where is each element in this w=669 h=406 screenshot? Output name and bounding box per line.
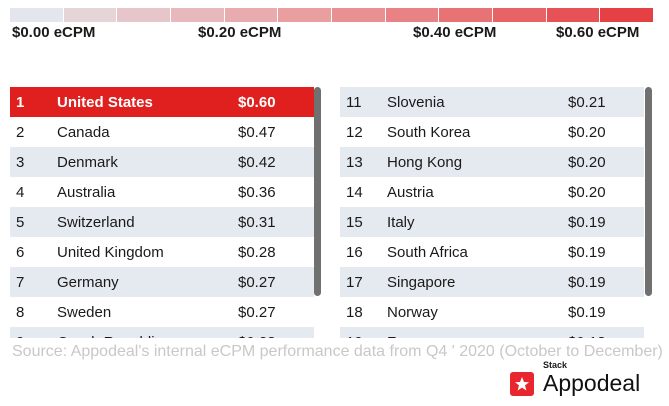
scale-tick-label: $0.40 eCPM [413, 24, 497, 41]
rank-cell: 6 [16, 243, 25, 261]
country-cell: United Kingdom [57, 243, 164, 261]
ecpm-cell: $0.19 [568, 243, 606, 261]
scale-segment [600, 8, 654, 22]
rank-cell: 3 [16, 153, 25, 171]
rank-cell: 15 [346, 213, 363, 231]
scale-segment [332, 8, 385, 22]
logo-name-text: Appodeal [543, 370, 641, 396]
table-row: 18 Norway $0.19 [340, 297, 644, 327]
scrollbar-thumb-right[interactable] [645, 87, 652, 296]
ecpm-cell: $0.23 [238, 334, 314, 339]
scale-segment [546, 8, 600, 22]
country-cell: Slovenia [387, 93, 445, 111]
ecpm-cell: $0.47 [238, 123, 276, 141]
rank-cell: 4 [16, 183, 25, 201]
rank-cell: 18 [346, 303, 363, 321]
country-cell: Denmark [57, 153, 118, 171]
appodeal-logo: Stack Appodeal [510, 360, 662, 400]
ecpm-cell: $0.60 [238, 93, 276, 111]
scale-segment [10, 8, 63, 22]
scale-segment [439, 8, 493, 22]
rank-cell: 2 [16, 123, 25, 141]
country-cell: France [387, 334, 568, 339]
ecpm-cell: $0.20 [568, 183, 606, 201]
table-row: 15 Italy $0.19 [340, 207, 644, 237]
country-cell: Canada [57, 123, 110, 141]
color-scale-bar [10, 8, 654, 22]
country-cell: Hong Kong [387, 153, 463, 171]
country-cell: South Korea [387, 123, 471, 141]
table-row: 13 Hong Kong $0.20 [340, 147, 644, 177]
scale-segment [117, 8, 171, 22]
table-row: 8 Sweden $0.27 [10, 297, 314, 327]
ecpm-cell: $0.28 [238, 243, 276, 261]
table-row: 5 Switzerland $0.31 [10, 207, 314, 237]
ecpm-cell: $0.20 [568, 153, 606, 171]
scale-segment [171, 8, 224, 22]
ecpm-cell: $0.19 [568, 273, 606, 291]
rank-cell: 17 [346, 273, 363, 291]
country-cell: Austria [387, 183, 434, 201]
country-cell: Italy [387, 213, 415, 231]
country-cell: Switzerland [57, 213, 135, 231]
table-row: 2 Canada $0.47 [10, 117, 314, 147]
table-row: 3 Denmark $0.42 [10, 147, 314, 177]
ecpm-cell: $0.19 [568, 213, 606, 231]
ecpm-cell: $0.20 [568, 123, 606, 141]
table-row: 1 United States $0.60 [10, 87, 314, 117]
rank-cell: 19 [340, 334, 387, 339]
table-row: 11 Slovenia $0.21 [340, 87, 644, 117]
country-cell: Norway [387, 303, 438, 321]
logo-stack-text: Stack [543, 360, 568, 370]
country-cell: United States [57, 93, 153, 111]
star-icon [510, 372, 534, 396]
ecpm-cell: $0.27 [238, 303, 276, 321]
ecpm-cell: $0.18 [568, 334, 644, 339]
scale-segment [224, 8, 278, 22]
scale-tick-label: $0.60 eCPM [556, 24, 640, 41]
table-row: 14 Austria $0.20 [340, 177, 644, 207]
rank-cell: 7 [16, 273, 25, 291]
country-cell: Sweden [57, 303, 112, 321]
ranking-table-left[interactable]: 1 United States $0.60 2 Canada $0.47 3 Denmark $… [10, 87, 314, 338]
table-row: 9Czech Republic$0.23 [10, 327, 314, 338]
country-cell: Singapore [387, 273, 456, 291]
ecpm-cell: $0.27 [238, 273, 276, 291]
scrollbar-thumb-left[interactable] [314, 87, 321, 296]
country-cell: South Africa [387, 243, 468, 261]
table-row: 4 Australia $0.36 [10, 177, 314, 207]
rank-cell: 8 [16, 303, 25, 321]
rank-cell: 13 [346, 153, 363, 171]
table-row: 19France$0.18 [340, 327, 644, 338]
country-cell: Germany [57, 273, 119, 291]
rank-cell: 12 [346, 123, 363, 141]
scale-segment [385, 8, 439, 22]
ecpm-cell: $0.31 [238, 213, 276, 231]
rank-cell: 14 [346, 183, 363, 201]
source-note: Source: Appodeal's internal eCPM perform… [12, 343, 663, 360]
table-row: 16 South Africa $0.19 [340, 237, 644, 267]
rank-cell: 16 [346, 243, 363, 261]
scale-segment [63, 8, 117, 22]
table-row: 6 United Kingdom $0.28 [10, 237, 314, 267]
rank-cell: 5 [16, 213, 25, 231]
ecpm-cell: $0.36 [238, 183, 276, 201]
ecpm-cell: $0.42 [238, 153, 276, 171]
scale-tick-label: $0.20 eCPM [198, 24, 282, 41]
country-cell: Australia [57, 183, 116, 201]
ecpm-cell: $0.19 [568, 303, 606, 321]
table-row: 17 Singapore $0.19 [340, 267, 644, 297]
rank-cell: 9 [10, 334, 57, 339]
rank-cell: 1 [16, 93, 25, 111]
rank-cell: 11 [346, 93, 362, 111]
table-row: 7 Germany $0.27 [10, 267, 314, 297]
ranking-table-right[interactable]: 11 Slovenia $0.21 12 South Korea $0.20 13 Hong … [340, 87, 644, 338]
table-row: 12 South Korea $0.20 [340, 117, 644, 147]
scale-tick-label: $0.00 eCPM [12, 24, 96, 41]
ecpm-cell: $0.21 [568, 93, 606, 111]
scale-segment [493, 8, 546, 22]
scale-segment [278, 8, 332, 22]
country-cell: Czech Republic [57, 334, 238, 339]
